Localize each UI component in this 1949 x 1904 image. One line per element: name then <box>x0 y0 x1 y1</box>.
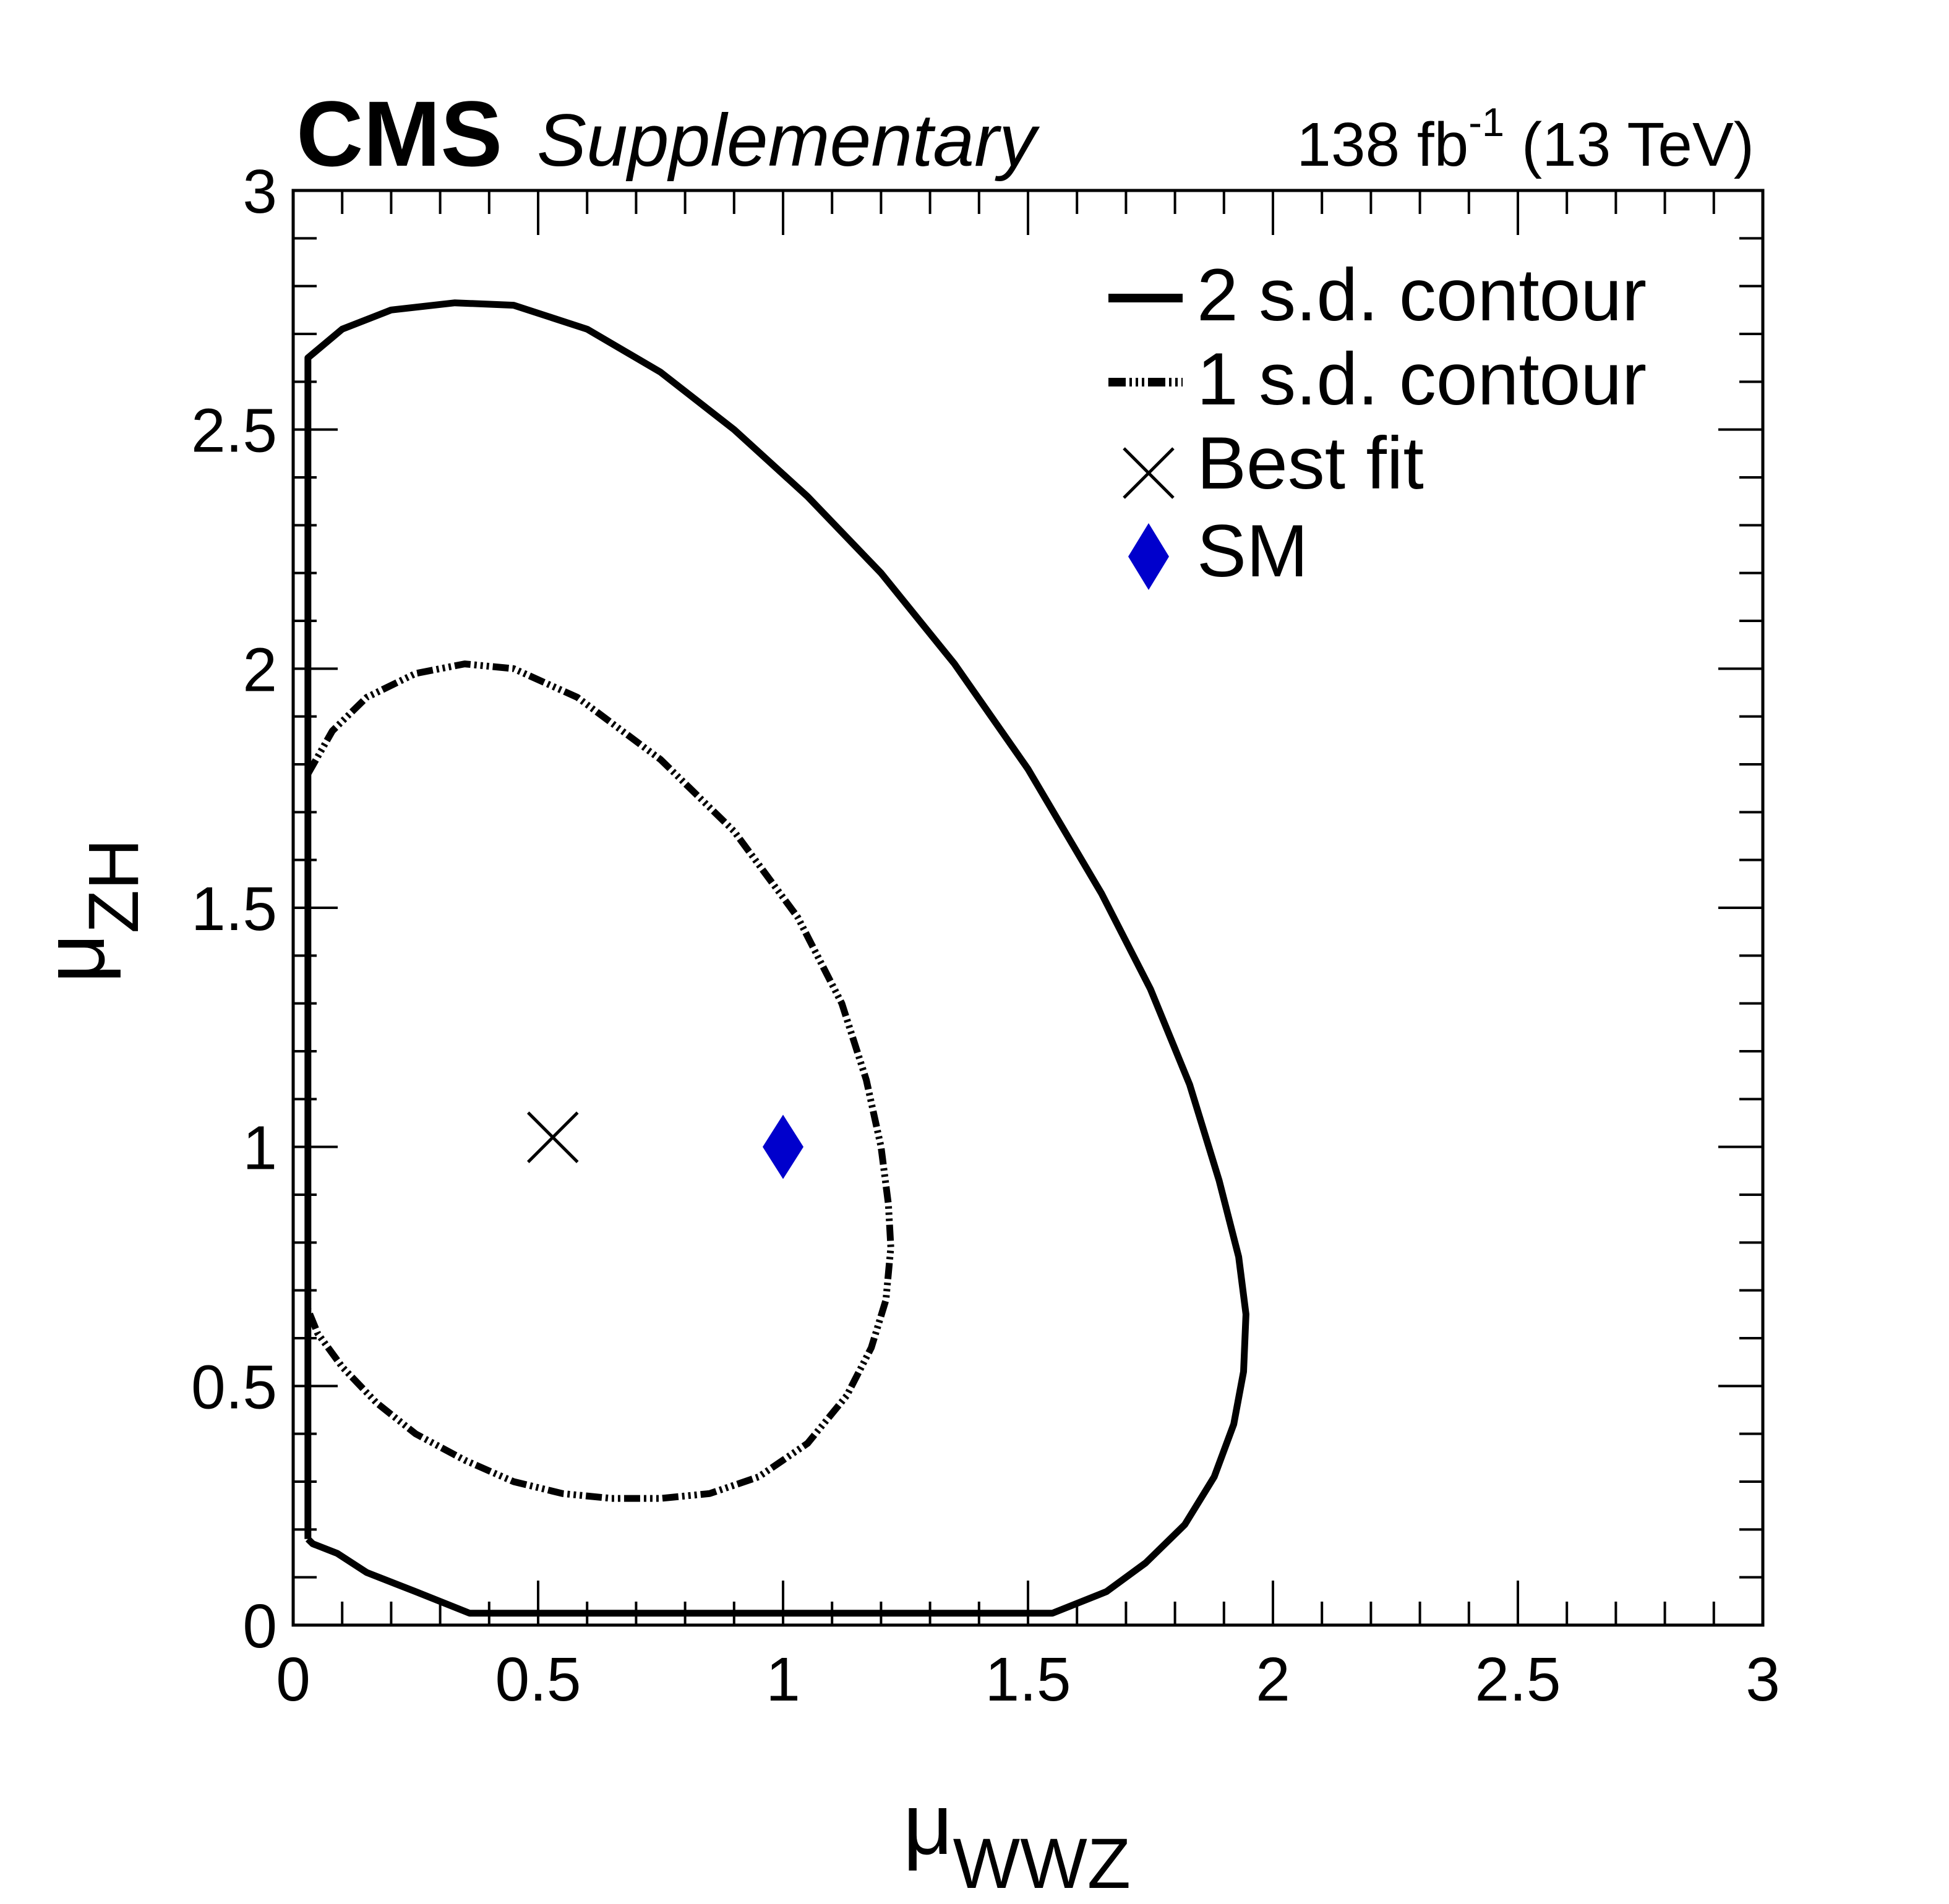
y-tick-label: 0.5 <box>191 1352 277 1422</box>
y-axis-subscript: ZH <box>74 839 153 933</box>
x-axis-title: μWWZ <box>903 1775 1131 1903</box>
x-tick-label: 2 <box>1256 1645 1290 1714</box>
y-tick-label: 3 <box>242 157 277 226</box>
x-axis-symbol: μ <box>903 1775 953 1872</box>
x-tick-label: 3 <box>1746 1645 1780 1714</box>
x-tick-labels: 0 0.5 1 1.5 2 2.5 3 <box>276 1645 1780 1714</box>
sm-marker <box>763 1114 803 1179</box>
legend-label-sm: SM <box>1197 510 1308 592</box>
y-tick-label: 2.5 <box>191 396 277 466</box>
legend-label-best-fit: Best fit <box>1197 422 1424 505</box>
x-tick-label: 0 <box>276 1645 311 1714</box>
y-tick-label: 0 <box>242 1592 277 1661</box>
lumi-exponent: -1 <box>1468 100 1504 145</box>
x-tick-label: 2.5 <box>1475 1645 1561 1714</box>
y-tick-label: 1 <box>242 1114 277 1183</box>
y-axis-title: μZH <box>25 839 153 983</box>
contours <box>304 299 1249 1617</box>
legend-swatch-sm <box>1128 523 1169 590</box>
legend-label-2sd: 2 s.d. contour <box>1197 254 1647 336</box>
cms-label: CMS <box>296 82 502 186</box>
lumi-label: 138 fb-1 (13 TeV) <box>1296 100 1754 179</box>
axis-ticks <box>292 189 1764 1626</box>
y-tick-label: 2 <box>242 635 277 704</box>
legend: 2 s.d. contour 1 s.d. contour Best fit S… <box>1108 254 1647 592</box>
y-axis-symbol: μ <box>25 933 122 983</box>
legend-swatch-best-fit <box>1123 447 1175 499</box>
lumi-value: 138 fb <box>1296 110 1468 179</box>
contour-1sd <box>304 660 894 1502</box>
x-tick-label: 1 <box>766 1645 800 1714</box>
markers <box>526 1111 803 1179</box>
best-fit-marker <box>526 1111 579 1163</box>
y-tick-label: 1.5 <box>191 874 277 944</box>
x-tick-label: 1.5 <box>985 1645 1071 1714</box>
contour-2sd <box>304 299 1249 1617</box>
supplementary-label: Supplementary <box>537 99 1040 182</box>
energy-label: (13 TeV) <box>1522 110 1754 179</box>
y-tick-labels: 0 0.5 1 1.5 2 2.5 3 <box>191 157 277 1661</box>
x-axis-subscript: WWZ <box>953 1824 1131 1903</box>
legend-label-1sd: 1 s.d. contour <box>1197 338 1647 421</box>
x-tick-label: 0.5 <box>495 1645 581 1714</box>
